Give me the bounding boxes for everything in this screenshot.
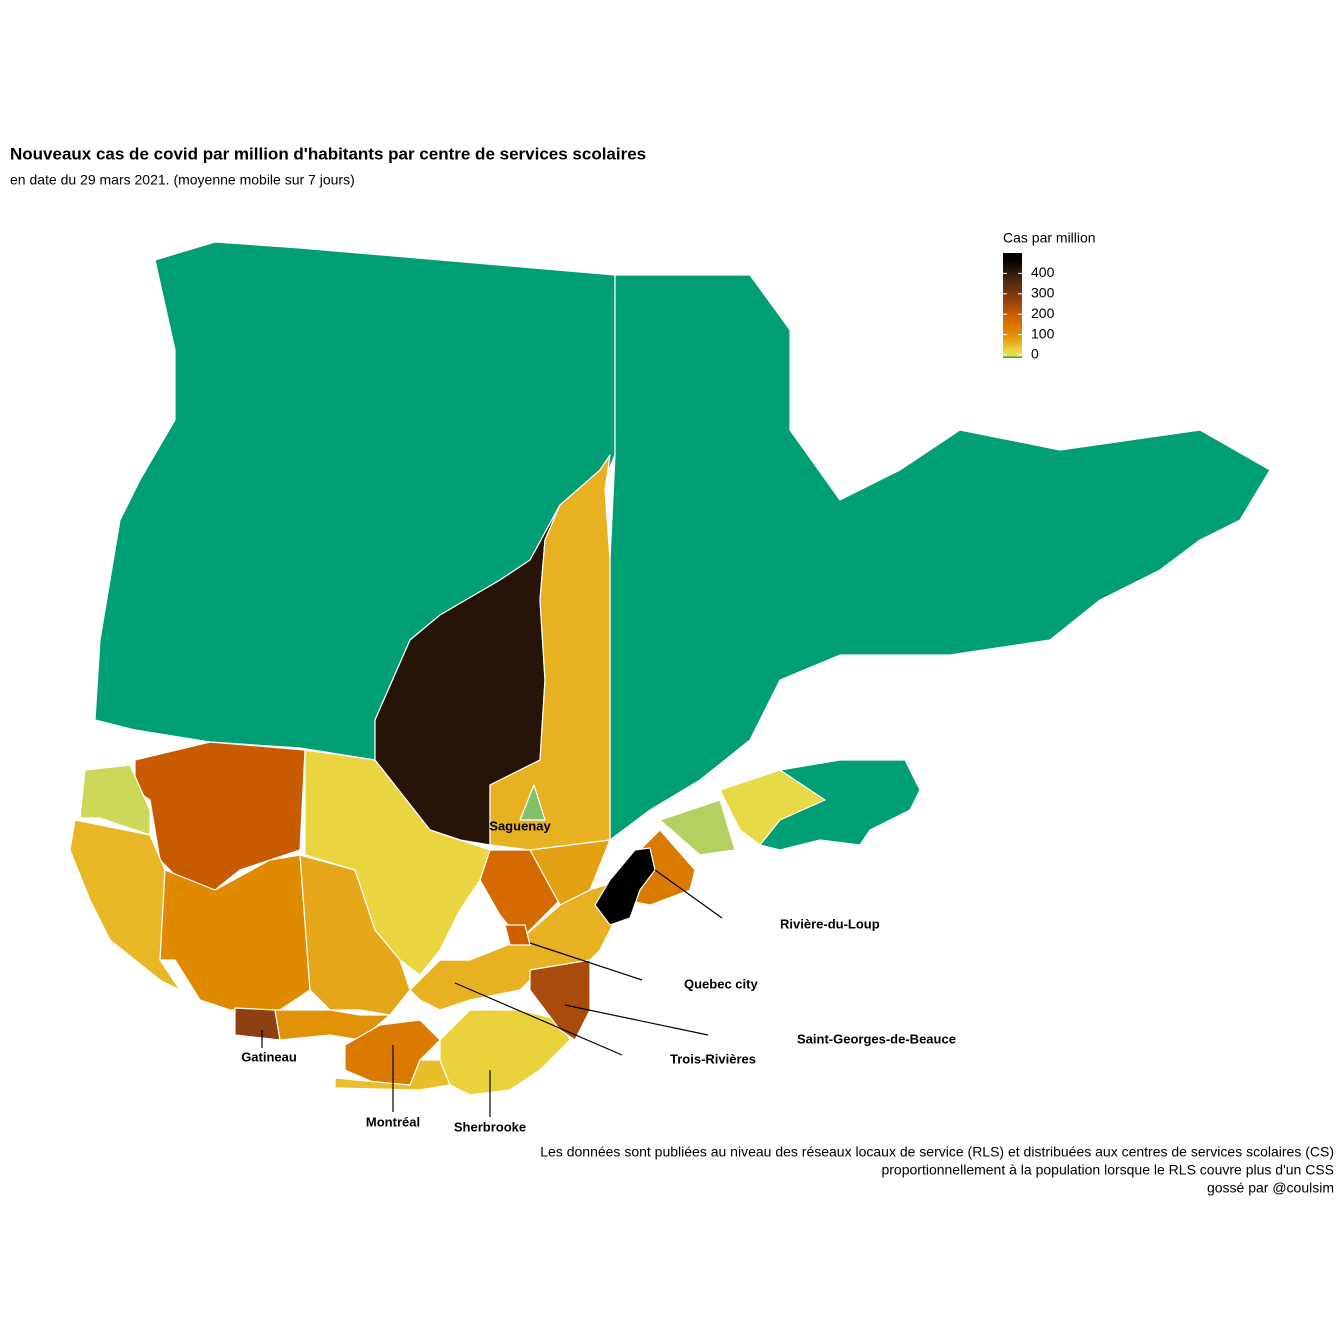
region [159, 854, 311, 1011]
place-label: Quebec city [684, 976, 758, 991]
caption: proportionnellement à la population lors… [881, 1162, 1334, 1178]
legend-colorbar [1003, 253, 1022, 358]
place-label: Saint-Georges-de-Beauce [797, 1031, 956, 1046]
region [234, 1007, 281, 1041]
subtitle: en date du 29 mars 2021. (moyenne mobile… [10, 172, 355, 188]
region [759, 759, 921, 851]
overlay: Saguenay Rivière-du-Loup Quebec city Saint-… [241, 253, 1334, 1196]
region [519, 784, 546, 821]
caption: Les données sont publiées au niveau des … [540, 1144, 1334, 1160]
leader-line [654, 869, 723, 919]
legend-tick-label: 100 [1031, 325, 1055, 341]
region [659, 799, 736, 856]
legend-tick-label: 300 [1031, 285, 1055, 301]
region [529, 959, 591, 1041]
place-label: Montréal [366, 1114, 420, 1129]
regions [69, 241, 1271, 1096]
legend-tick-label: 0 [1031, 346, 1039, 362]
region [504, 924, 531, 946]
place-label: Rivière-du-Loup [780, 916, 880, 931]
place-label: Saguenay [489, 818, 551, 833]
leader-line [564, 1004, 709, 1036]
legend-tick-label: 200 [1031, 305, 1055, 321]
region [299, 854, 411, 1016]
region [609, 274, 1271, 841]
legend-title: Cas par million [1003, 230, 1096, 246]
legend-tick-label: 400 [1031, 264, 1055, 280]
place-label: Gatineau [241, 1049, 297, 1064]
region [489, 454, 611, 851]
region [69, 819, 181, 991]
region [439, 1009, 571, 1096]
place-label: Trois-Rivières [670, 1051, 756, 1066]
leader-line [529, 942, 643, 981]
caption: gossé par @coulsim [1207, 1180, 1334, 1196]
place-label: Sherbrooke [454, 1119, 526, 1134]
leader-line [454, 982, 623, 1056]
title: Nouveaux cas de covid par million d'habi… [10, 144, 646, 163]
